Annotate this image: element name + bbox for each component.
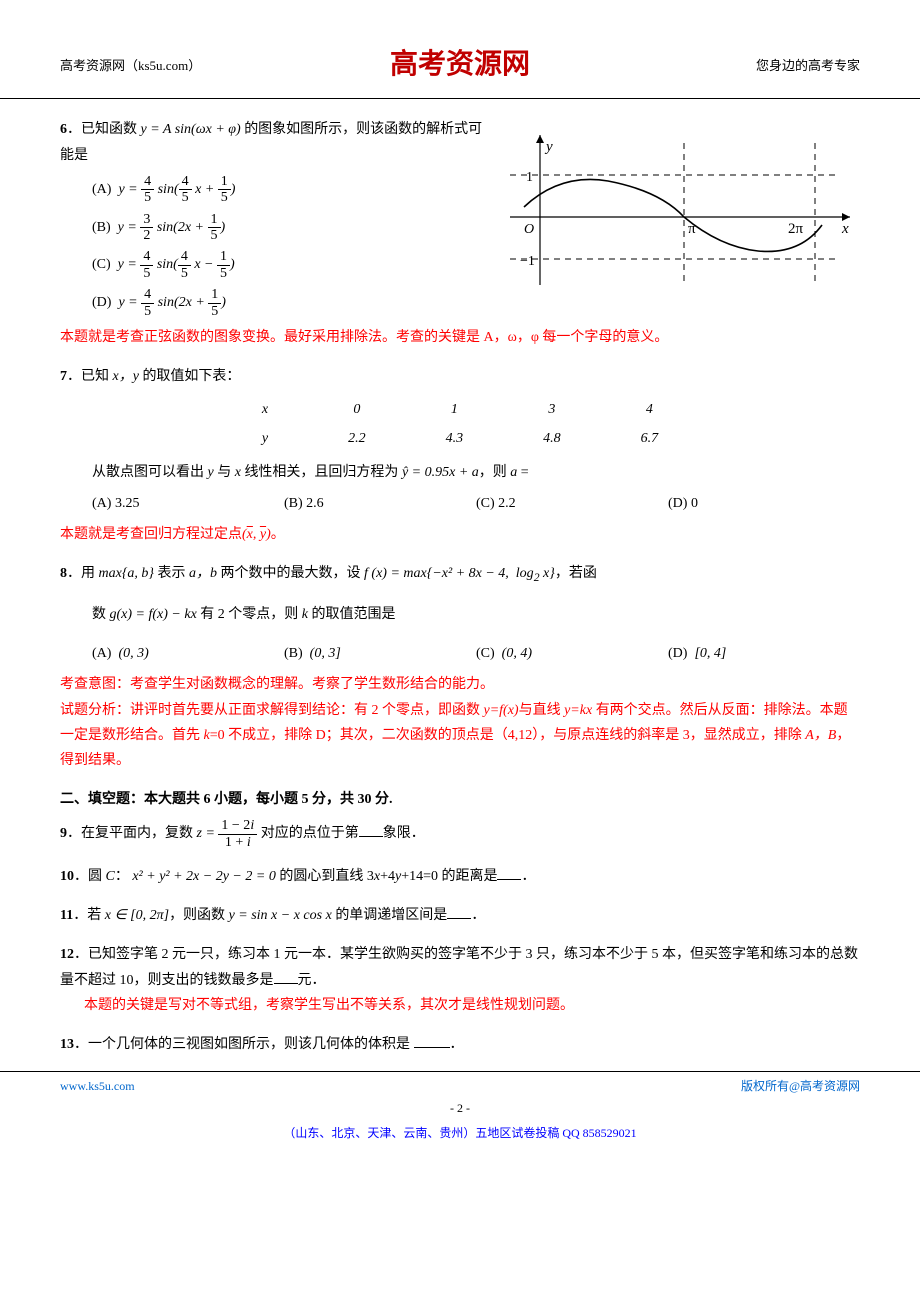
q8-line2: 数 g(x) = f(x) − kx 有 2 个零点，则 k 的取值范围是	[60, 602, 860, 627]
q8-note2: 试题分析：讲评时首先要从正面求解得到结论：有 2 个零点，即函数 y=f(x)与…	[60, 698, 860, 774]
question-6: 6．已知函数 y = A sin(ωx + φ) 的图象如图所示，则该函数的解析…	[60, 117, 860, 350]
q7-note: 本题就是考查回归方程过定点(x, y)。	[60, 522, 860, 547]
header-right-text: 您身边的高考专家	[593, 54, 860, 77]
header-logo-text: 高考资源网	[327, 40, 594, 90]
q7-table: x 0 1 3 4 y 2.2 4.3 4.8 6.7	[222, 395, 698, 453]
q7-options: (A) 3.25 (B) 2.6 (C) 2.2 (D) 0	[60, 491, 860, 516]
page-number: - 2 -	[0, 1098, 920, 1124]
svg-text:1: 1	[526, 170, 533, 185]
q7-line2: 从散点图可以看出 y 与 x 线性相关，且回归方程为 ŷ = 0.95x + a…	[60, 460, 860, 485]
question-8: 8．用 max{a, b} 表示 a，b 两个数中的最大数，设 f (x) = …	[60, 561, 860, 773]
question-10: 10．圆 C： x² + y² + 2x − 2y − 2 = 0 的圆心到直线…	[60, 864, 860, 889]
question-12: 12．已知签字笔 2 元一只，练习本 1 元一本．某学生欲购买的签字笔不少于 3…	[60, 942, 860, 1018]
q6-note: 本题就是考查正弦函数的图象变换。最好采用排除法。考查的关键是 A，ω，φ 每一个…	[60, 325, 860, 350]
q6-option-d: (D) y = 45 sin(2x + 15)	[60, 287, 490, 319]
main-content: 6．已知函数 y = A sin(ωx + φ) 的图象如图所示，则该函数的解析…	[0, 99, 920, 1071]
question-13: 13．一个几何体的三视图如图所示，则该几何体的体积是 ．	[60, 1032, 860, 1057]
x-axis-label: x	[841, 221, 849, 237]
page-footer: www.ks5u.com 版权所有@高考资源网	[0, 1071, 920, 1098]
q6-stem: 6．已知函数 y = A sin(ωx + φ) 的图象如图所示，则该函数的解析…	[60, 117, 490, 167]
q6-option-c: (C) y = 45 sin(45 x − 15)	[60, 249, 490, 281]
q6-option-b: (B) y = 32 sin(2x + 15)	[60, 212, 490, 244]
svg-text:−1: −1	[520, 254, 535, 269]
q8-note1: 考查意图：考查学生对函数概念的理解。考察了学生数形结合的能力。	[60, 672, 860, 697]
svg-text:π: π	[688, 221, 696, 237]
svg-text:2π: 2π	[788, 221, 804, 237]
table-y-label: y	[222, 424, 308, 453]
header-left-text: 高考资源网（ks5u.com）	[60, 54, 327, 77]
q6-option-a: (A) y = 45 sin(45 x + 15)	[60, 174, 490, 206]
q8-stem: 8．用 max{a, b} 表示 a，b 两个数中的最大数，设 f (x) = …	[60, 561, 860, 588]
question-11: 11．若 x ∈ [0, 2π]，则函数 y = sin x − x cos x…	[60, 903, 860, 928]
q8-options: (A) (0, 3) (B) (0, 3] (C) (0, 4) (D) [0,…	[60, 641, 860, 666]
question-7: 7．已知 x，y 的取值如下表： x 0 1 3 4 y 2.2 4.3 4.8…	[60, 364, 860, 547]
section2-title: 二、填空题：本大题共 6 小题，每小题 5 分，共 30 分.	[60, 787, 860, 812]
page-header: 高考资源网（ks5u.com） 高考资源网 您身边的高考专家	[0, 0, 920, 99]
q6-graph: y x O 1 −1 π 2π	[500, 117, 860, 304]
table-x-label: x	[222, 395, 308, 424]
question-9: 9．在复平面内，复数 z = 1 − 2i1 + i 对应的点位于第象限．	[60, 818, 860, 850]
y-axis-label: y	[544, 139, 553, 155]
footer-copyright: 版权所有@高考资源网	[741, 1076, 860, 1098]
q7-stem: 7．已知 x，y 的取值如下表：	[60, 364, 860, 389]
footer-url: www.ks5u.com	[60, 1076, 741, 1098]
origin-label: O	[524, 222, 534, 237]
q12-note: 本题的关键是写对不等式组，考察学生写出不等关系，其次才是线性规划问题。	[60, 993, 860, 1018]
submit-line: （山东、北京、天津、云南、贵州）五地区试卷投稿 QQ 858529021	[0, 1123, 920, 1145]
